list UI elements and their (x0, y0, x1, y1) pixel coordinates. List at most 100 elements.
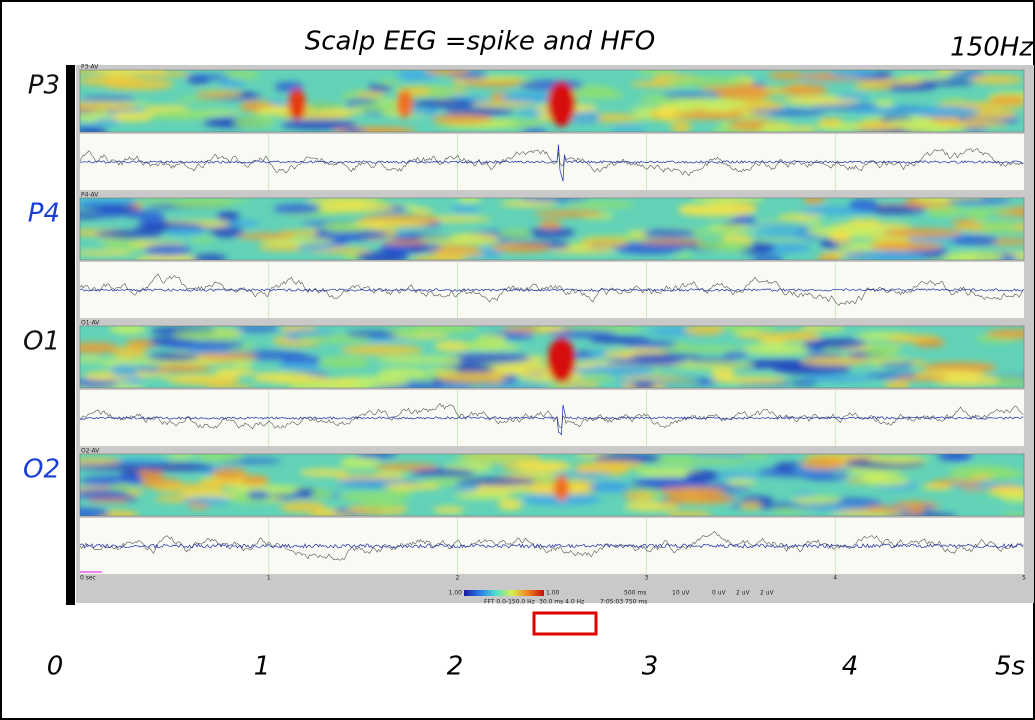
blob (457, 477, 537, 486)
scale-max: 1.00 (546, 590, 560, 597)
blob (204, 384, 256, 388)
hfo-trace (79, 144, 1024, 182)
blob (375, 356, 458, 364)
blob (874, 99, 895, 108)
blob (490, 243, 552, 253)
screen-time-tick: 4 (833, 575, 837, 582)
time-axis-label: 2 (447, 652, 464, 682)
blob (80, 101, 152, 107)
blob (683, 456, 749, 464)
blob (752, 237, 807, 243)
blob (942, 251, 1004, 260)
blob (306, 198, 380, 204)
eeg-trace (79, 530, 1024, 561)
blob (437, 356, 462, 365)
blob (138, 468, 164, 481)
time-axis-label: 5s (995, 652, 1025, 682)
blob (453, 492, 512, 500)
blob (963, 126, 988, 132)
blob (181, 491, 237, 499)
spectrogram-border (79, 197, 1025, 261)
blob (735, 332, 815, 340)
blob (296, 334, 372, 343)
blob (109, 326, 147, 335)
blob (147, 353, 199, 361)
blob (802, 198, 826, 204)
blob (672, 98, 748, 110)
blob (194, 90, 244, 98)
blob (213, 367, 255, 377)
blob (106, 475, 144, 484)
blob (533, 210, 604, 218)
blob (884, 380, 910, 388)
blob (354, 91, 388, 97)
blob (499, 200, 558, 207)
blob (921, 483, 953, 490)
blob (279, 501, 326, 513)
blob (533, 326, 566, 332)
title: Scalp EEG =spike and HFO (305, 27, 656, 57)
blob (216, 211, 241, 222)
blob (768, 71, 807, 80)
blob (426, 367, 459, 375)
spectrogram (80, 454, 1024, 516)
blob (211, 467, 248, 480)
blob (341, 344, 424, 356)
blob (791, 495, 842, 505)
blob (661, 345, 746, 353)
blob (986, 329, 1024, 339)
blob (189, 237, 215, 243)
eeg-trace (79, 148, 1024, 177)
blob (551, 472, 611, 478)
blobs (80, 326, 1024, 388)
blob (800, 458, 844, 470)
blob (471, 101, 534, 108)
blob (457, 198, 482, 203)
blob (382, 239, 428, 245)
channel-label: O2 (23, 455, 60, 485)
blob (733, 215, 756, 225)
timebase: 500 ms (624, 590, 646, 597)
blob (830, 511, 904, 516)
blob (898, 74, 950, 80)
blob (416, 236, 487, 245)
hfo-trace (79, 404, 1024, 436)
scale-min: 1.00 (449, 590, 463, 597)
blobs (80, 454, 1024, 516)
blob (150, 110, 214, 120)
channel-label: P4 (28, 199, 60, 229)
blob (548, 329, 618, 338)
blob (354, 454, 397, 459)
blob (632, 381, 655, 388)
blob (433, 250, 485, 257)
blob (412, 208, 434, 215)
blob (656, 104, 679, 117)
blob (448, 352, 531, 364)
side-bar (66, 65, 75, 605)
screen-time-tick: 0 sec (80, 575, 96, 582)
blob (846, 470, 904, 476)
blob (742, 343, 813, 355)
blob (886, 119, 933, 127)
blob (672, 253, 694, 259)
blob (111, 346, 147, 359)
blob (867, 345, 888, 351)
blob (432, 114, 494, 124)
blob (853, 84, 893, 90)
blob (227, 484, 302, 493)
blob (192, 254, 228, 260)
marker: 0 uV (712, 590, 727, 597)
blob (691, 198, 766, 203)
blob (276, 362, 319, 370)
blob (556, 381, 601, 388)
blob (947, 468, 1024, 480)
blob (281, 119, 357, 130)
blob (91, 210, 126, 218)
blob (93, 118, 121, 126)
fft-range: FFT 0.0-150.0 Hz (484, 599, 535, 606)
blob (567, 91, 626, 99)
blob (518, 198, 589, 202)
blob (638, 70, 678, 76)
blob (933, 374, 1000, 387)
